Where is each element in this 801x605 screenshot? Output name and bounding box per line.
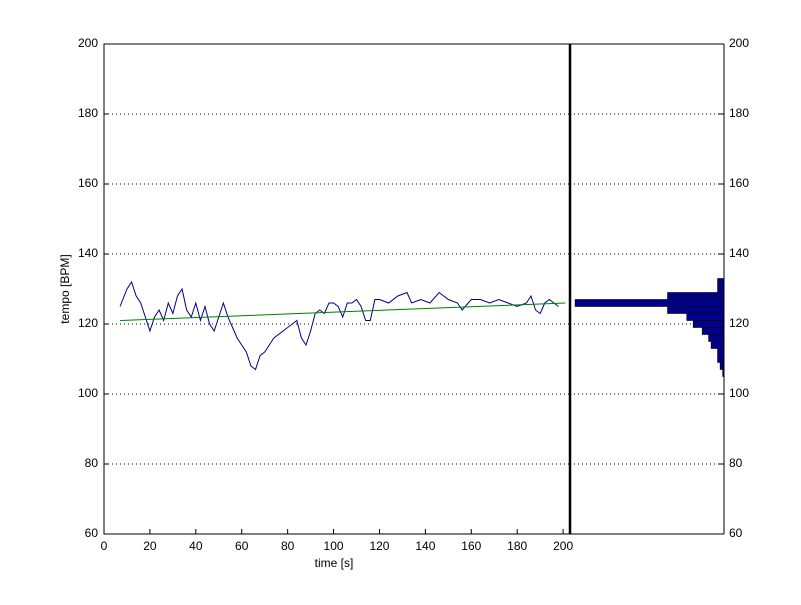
histogram-bar bbox=[717, 278, 725, 286]
x-tick-label: 100 bbox=[324, 539, 344, 553]
y-tick-label: 60 bbox=[85, 526, 99, 540]
x-tick-label: 40 bbox=[189, 539, 203, 553]
histogram-bar bbox=[692, 320, 725, 328]
y-tick-label: 120 bbox=[729, 316, 749, 330]
y-axis-label: tempo [BPM] bbox=[58, 254, 72, 323]
y-tick-label: 100 bbox=[78, 386, 98, 400]
series-line bbox=[119, 280, 559, 371]
x-tick-label: 140 bbox=[415, 539, 435, 553]
histogram-bar bbox=[574, 299, 725, 307]
histogram-bar bbox=[667, 306, 725, 314]
x-tick-label: 60 bbox=[235, 539, 249, 553]
x-tick-label: 200 bbox=[553, 539, 573, 553]
y-tick-label: 60 bbox=[729, 526, 743, 540]
y-tick-label: 120 bbox=[78, 316, 98, 330]
y-tick-label: 160 bbox=[729, 176, 749, 190]
x-tick-label: 120 bbox=[369, 539, 389, 553]
y-tick-label: 100 bbox=[729, 386, 749, 400]
histogram-bar bbox=[717, 355, 725, 363]
y-tick-label: 200 bbox=[729, 36, 749, 50]
x-tick-label: 80 bbox=[281, 539, 295, 553]
x-tick-label: 0 bbox=[101, 539, 108, 553]
histogram-bar bbox=[717, 348, 725, 356]
x-axis-label: time [s] bbox=[315, 556, 354, 570]
y-tick-label: 160 bbox=[78, 176, 98, 190]
y-tick-label: 80 bbox=[85, 456, 99, 470]
histogram-bar bbox=[717, 285, 725, 293]
x-tick-label: 180 bbox=[507, 539, 527, 553]
histogram-bar bbox=[686, 313, 725, 321]
x-tick-label: 160 bbox=[461, 539, 481, 553]
histogram-bar bbox=[710, 341, 725, 349]
y-tick-label: 80 bbox=[729, 456, 743, 470]
y-tick-label: 140 bbox=[78, 246, 98, 260]
y-tick-label: 200 bbox=[78, 36, 98, 50]
histogram-bar bbox=[708, 334, 725, 342]
y-tick-label: 180 bbox=[729, 106, 749, 120]
histogram-bar bbox=[701, 327, 725, 335]
y-tick-label: 180 bbox=[78, 106, 98, 120]
x-tick-label: 20 bbox=[143, 539, 157, 553]
histogram-bar bbox=[667, 292, 725, 300]
histogram-bar bbox=[719, 362, 725, 370]
series-line bbox=[120, 302, 566, 321]
y-tick-label: 140 bbox=[729, 246, 749, 260]
